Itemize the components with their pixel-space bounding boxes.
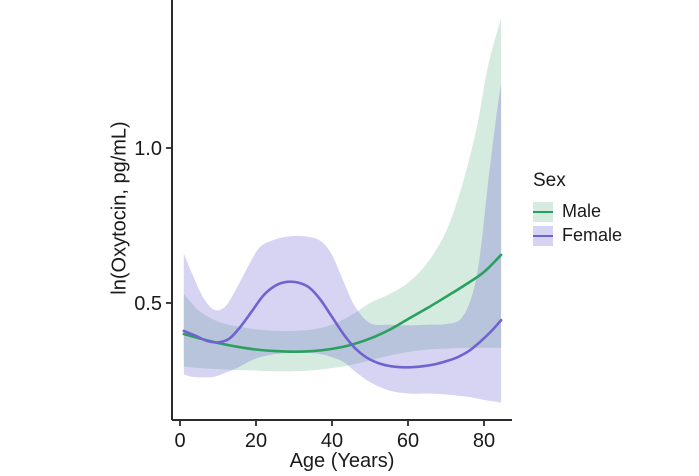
x-axis-title: Age (Years) xyxy=(289,450,395,472)
x-tick-label: 80 xyxy=(473,430,495,452)
female-confidence-band xyxy=(183,82,502,403)
y-axis-title: ln(Oxytocin, pg/mL) xyxy=(108,121,131,295)
x-tick-label: 40 xyxy=(321,430,343,452)
legend-title: Sex xyxy=(533,170,566,191)
legend-label-female: Female xyxy=(562,225,623,245)
x-tick-label: 60 xyxy=(397,430,419,452)
y-tick-label: 1.0 xyxy=(134,138,162,160)
y-tick-label: 0.5 xyxy=(134,293,162,315)
legend: Sex Male Female xyxy=(533,170,622,249)
female-trend-line xyxy=(182,280,503,369)
x-tick-label: 0 xyxy=(174,430,185,452)
male-legend-key-icon xyxy=(533,201,553,222)
male-trend-line xyxy=(182,253,503,354)
x-tick-label: 20 xyxy=(245,430,267,452)
legend-label-male: Male xyxy=(562,201,602,221)
female-legend-key-icon xyxy=(533,225,553,246)
legend-entry-female: Female xyxy=(533,225,622,246)
male-confidence-band xyxy=(183,17,502,372)
legend-entry-male: Male xyxy=(533,201,622,222)
